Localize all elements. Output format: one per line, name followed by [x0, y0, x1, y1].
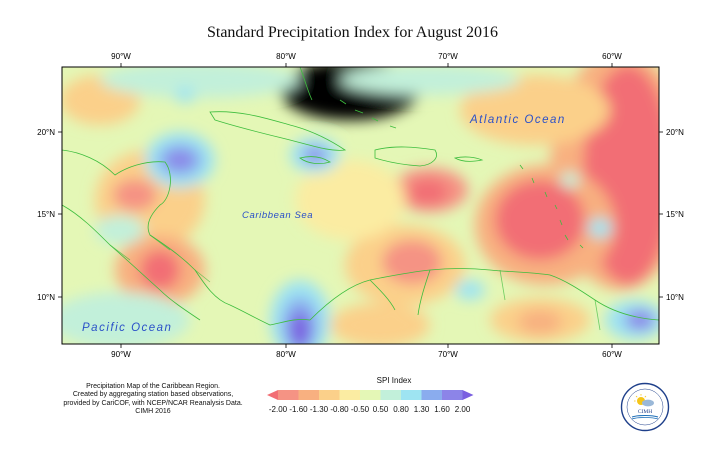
caption-line: Precipitation Map of the Caribbean Regio…	[86, 383, 220, 390]
lon-tick-top: 90°W	[111, 52, 131, 61]
legend-swatch	[380, 390, 402, 400]
legend-swatch	[421, 390, 443, 400]
legend-tick-label: 1.60	[434, 405, 450, 414]
map-caption: Precipitation Map of the Caribbean Regio…	[48, 383, 258, 417]
legend-tick-label: 0.50	[373, 405, 389, 414]
legend-swatch	[319, 390, 340, 400]
legend-tick-label: -0.50	[351, 405, 370, 414]
legend-swatch	[360, 390, 381, 400]
legend-arrow-high	[462, 390, 474, 400]
lon-tick-top: 70°W	[438, 52, 458, 61]
caribbean-sea-label: Caribbean Sea	[242, 210, 313, 221]
legend-tick-label: 0.80	[393, 405, 409, 414]
legend-tick-label: -2.00	[269, 405, 288, 414]
tick-marks	[58, 63, 663, 348]
cimh-logo: CIMH	[620, 382, 670, 432]
legend-tick-label: -1.60	[289, 405, 308, 414]
pacific-ocean-label: Pacific Ocean	[82, 322, 172, 334]
lat-tick-left: 20°N	[37, 128, 55, 137]
legend-tick-label: -1.30	[310, 405, 329, 414]
lat-tick-right: 10°N	[666, 293, 684, 302]
lon-tick-bottom: 80°W	[276, 350, 296, 359]
legend-tick-label: 1.30	[414, 405, 430, 414]
legend-tick-label: 2.00	[455, 405, 471, 414]
legend-title: SPI Index	[376, 376, 412, 385]
spi-map: Atlantic Ocean Caribbean Sea Pacific Oce…	[37, 52, 684, 359]
lon-tick-bottom: 70°W	[438, 350, 458, 359]
map-title: Standard Precipitation Index for August …	[206, 24, 499, 41]
atlantic-ocean-label: Atlantic Ocean	[469, 114, 566, 126]
caption-line: provided by CariCOF, with NCEP/NCAR Rean…	[63, 399, 243, 407]
lon-tick-top: 60°W	[602, 52, 622, 61]
legend-tick-label: -0.80	[330, 405, 349, 414]
caption-line: Created by aggregating station based obs…	[72, 391, 234, 399]
logo-text: CIMH	[638, 409, 652, 415]
spi-legend: -2.00 -1.60 -1.30 -0.80 -0.50 0.50 0.80 1.30 1.6…	[267, 390, 474, 414]
legend-arrow-low	[267, 390, 278, 400]
legend-swatch	[278, 390, 299, 400]
lon-tick-bottom: 60°W	[602, 350, 622, 359]
legend-swatch	[401, 390, 422, 400]
caption-line: CIMH 2016	[135, 408, 171, 416]
lat-tick-left: 10°N	[37, 293, 55, 302]
lon-tick-top: 80°W	[276, 52, 296, 61]
legend-swatch	[298, 390, 320, 400]
map-frame	[61, 66, 660, 345]
lat-tick-left: 15°N	[37, 210, 55, 219]
legend-swatch	[339, 390, 361, 400]
legend-swatch	[442, 390, 463, 400]
lat-tick-right: 15°N	[666, 210, 684, 219]
coastlines	[62, 67, 659, 331]
lat-tick-right: 20°N	[666, 128, 684, 137]
lon-tick-bottom: 90°W	[111, 350, 131, 359]
